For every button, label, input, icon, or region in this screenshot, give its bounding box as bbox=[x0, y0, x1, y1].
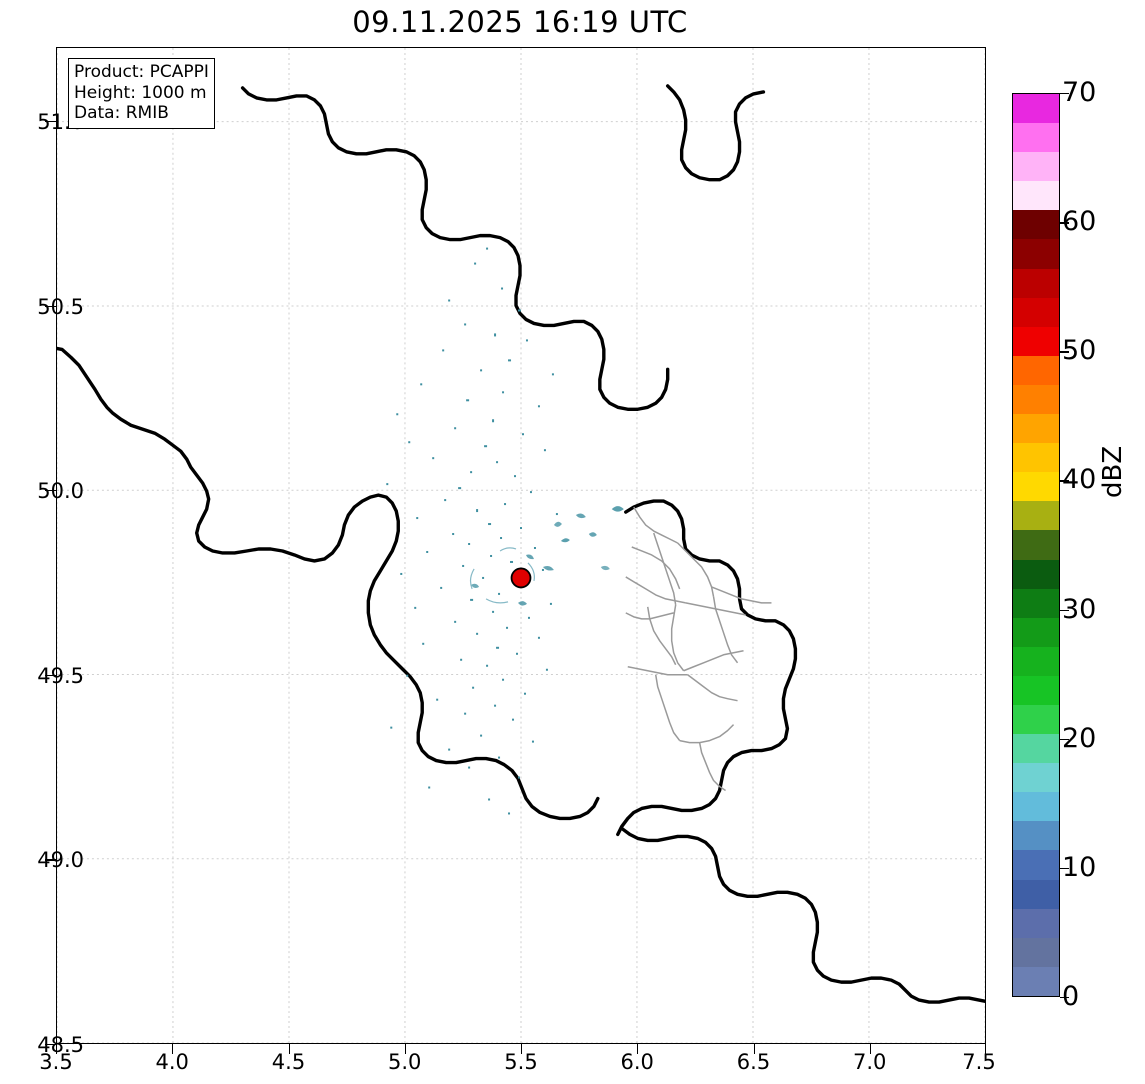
colorbar-tick-mark bbox=[1060, 867, 1069, 870]
colorbar-band bbox=[1013, 326, 1059, 356]
x-axis-label-8: 7.5 bbox=[962, 1050, 996, 1074]
colorbar-tick-label: 20 bbox=[1062, 722, 1097, 754]
radar-echo-ring bbox=[469, 547, 535, 604]
colorbar-band bbox=[1013, 443, 1059, 473]
x-tick-mark bbox=[288, 1044, 290, 1054]
colorbar-band bbox=[1013, 763, 1059, 793]
radar-site-marker bbox=[510, 567, 532, 589]
colorbar-band bbox=[1013, 123, 1059, 153]
colorbar-band bbox=[1013, 937, 1059, 967]
x-axis-label-5: 6.0 bbox=[620, 1050, 654, 1074]
info-data: Data: RMIB bbox=[74, 103, 169, 123]
y-axis-label-1: 49.0 bbox=[37, 848, 84, 873]
country-borders bbox=[57, 84, 985, 1004]
colorbar-tick-label: 70 bbox=[1062, 77, 1097, 108]
colorbar-band bbox=[1013, 821, 1059, 851]
x-axis-label-1: 4.0 bbox=[155, 1050, 189, 1074]
colorbar-band bbox=[1013, 879, 1059, 909]
belgium-border-west bbox=[57, 346, 600, 821]
colorbar-tick-mark bbox=[1060, 609, 1069, 611]
colorbar-tick-label: 10 bbox=[1062, 851, 1097, 883]
y-tick-mark bbox=[45, 490, 56, 492]
colorbar-band bbox=[1013, 355, 1059, 385]
x-axis-label-4: 5.5 bbox=[504, 1050, 538, 1074]
y-axis-label-4: 50.5 bbox=[37, 294, 84, 319]
y-axis-label-2: 49.5 bbox=[37, 663, 84, 688]
colorbar-tick-label: 50 bbox=[1062, 335, 1097, 367]
x-axis-label-6: 6.5 bbox=[736, 1050, 771, 1074]
info-box: Product: PCAPPI Height: 1000 m Data: RMI… bbox=[68, 58, 215, 129]
colorbar[interactable] bbox=[1012, 93, 1060, 997]
colorbar-band bbox=[1013, 181, 1059, 211]
y-axis-label-0: 48.5 bbox=[37, 1033, 84, 1057]
y-tick-mark bbox=[45, 305, 56, 307]
map-canvas bbox=[57, 48, 985, 1043]
info-product: Product: PCAPPI bbox=[74, 62, 209, 82]
colorbar-axis-label: dBZ bbox=[1098, 445, 1128, 498]
colorbar-tick-mark bbox=[1060, 997, 1069, 999]
colorbar-tick-mark bbox=[1060, 480, 1069, 482]
x-tick-mark bbox=[56, 1044, 58, 1054]
luxembourg-border bbox=[616, 499, 798, 837]
colorbar-band bbox=[1013, 559, 1059, 589]
luxembourg-cantons bbox=[625, 506, 772, 792]
x-axis-label-3: 5.0 bbox=[387, 1050, 422, 1074]
colorbar-band bbox=[1013, 210, 1059, 240]
colorbar-band bbox=[1013, 472, 1059, 502]
info-height: Height: 1000 m bbox=[74, 82, 207, 103]
colorbar-band bbox=[1013, 152, 1059, 182]
colorbar-tick-mark bbox=[1060, 351, 1069, 353]
colorbar-band bbox=[1013, 704, 1059, 735]
colorbar-band bbox=[1013, 94, 1059, 124]
colorbar-tick-label: 0 bbox=[1062, 981, 1080, 1012]
gridlines bbox=[57, 48, 985, 1043]
border-north-german bbox=[665, 84, 766, 182]
y-axis-label-3: 50.0 bbox=[37, 479, 84, 504]
colorbar-band bbox=[1013, 908, 1059, 938]
colorbar-band bbox=[1013, 268, 1059, 298]
x-tick-mark bbox=[637, 1044, 639, 1054]
colorbar-tick-mark bbox=[1060, 738, 1069, 741]
border-northeast bbox=[240, 86, 670, 411]
border-southeast bbox=[620, 826, 985, 1004]
colorbar-band bbox=[1013, 966, 1059, 996]
page-title: 09.11.2025 16:19 UTC bbox=[352, 5, 688, 39]
colorbar-band bbox=[1013, 414, 1059, 444]
colorbar-band bbox=[1013, 588, 1059, 618]
colorbar-tick-label: 40 bbox=[1062, 464, 1097, 496]
x-axis-label-7: 7.0 bbox=[852, 1050, 887, 1074]
colorbar-band bbox=[1013, 646, 1059, 676]
colorbar-tick-mark bbox=[1060, 93, 1069, 95]
colorbar-band bbox=[1013, 617, 1059, 647]
x-tick-mark bbox=[985, 1044, 987, 1054]
colorbar-band bbox=[1013, 850, 1059, 880]
colorbar-band bbox=[1013, 530, 1059, 560]
x-tick-mark bbox=[869, 1044, 871, 1054]
y-tick-mark bbox=[45, 1044, 56, 1046]
y-tick-mark bbox=[45, 859, 56, 861]
x-axis-label-2: 4.5 bbox=[271, 1050, 306, 1074]
radar-echo-pixels bbox=[386, 247, 624, 815]
colorbar-band bbox=[1013, 297, 1059, 327]
colorbar-band bbox=[1013, 501, 1059, 531]
colorbar-band bbox=[1013, 675, 1059, 705]
colorbar-tick-mark bbox=[1060, 222, 1069, 224]
colorbar-band bbox=[1013, 734, 1059, 764]
colorbar-tick-label: 60 bbox=[1062, 206, 1097, 238]
x-tick-mark bbox=[521, 1044, 523, 1054]
colorbar-band bbox=[1013, 792, 1059, 822]
colorbar-band bbox=[1013, 239, 1059, 269]
radar-map-plot[interactable]: Product: PCAPPI Height: 1000 m Data: RMI… bbox=[56, 47, 986, 1044]
colorbar-band bbox=[1013, 384, 1059, 415]
x-tick-mark bbox=[172, 1044, 174, 1054]
y-tick-mark bbox=[45, 120, 56, 123]
x-tick-mark bbox=[404, 1044, 406, 1054]
colorbar-tick-label: 30 bbox=[1062, 593, 1097, 625]
x-tick-mark bbox=[753, 1044, 755, 1054]
x-axis-label-0: 3.5 bbox=[39, 1050, 73, 1074]
y-tick-mark bbox=[45, 674, 56, 677]
